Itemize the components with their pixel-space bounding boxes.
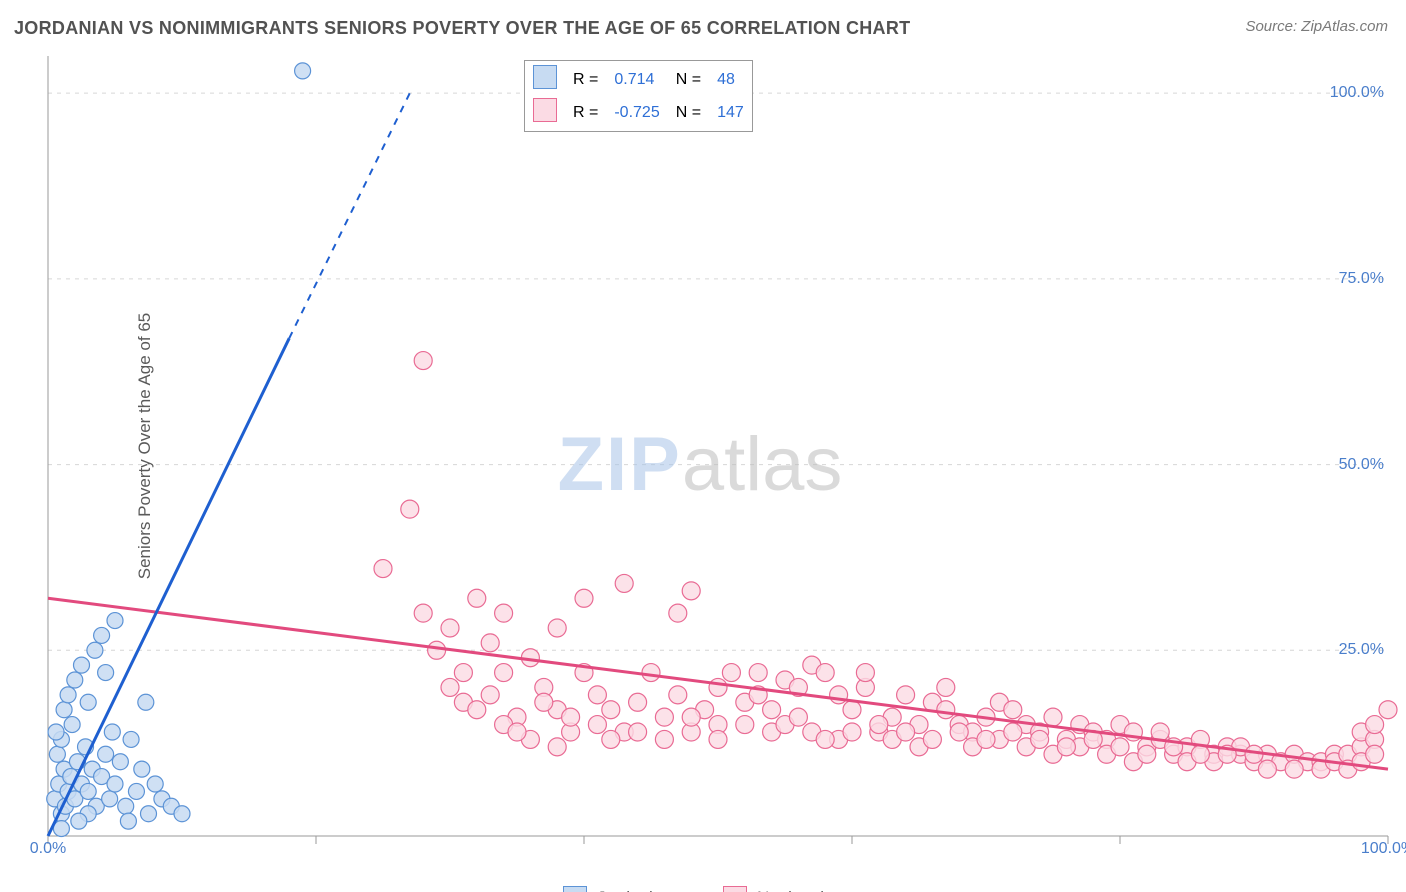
swatch-nonimmigrants <box>723 886 747 892</box>
correlation-legend: R = 0.714 N = 48 R = -0.725 N = 147 <box>524 60 753 132</box>
legend-label-nonimmigrants: Nonimmigrants <box>757 888 871 892</box>
x-tick-label: 0.0% <box>30 840 66 858</box>
corr-n-jordanians: 48 <box>709 63 752 96</box>
legend-label-jordanians: Jordanians <box>597 888 680 892</box>
swatch-jordanians <box>563 886 587 892</box>
corr-r-label: R = <box>565 63 606 96</box>
y-tick-label: 25.0% <box>1339 641 1384 659</box>
y-tick-label: 100.0% <box>1330 84 1384 102</box>
x-tick-label: 100.0% <box>1361 840 1406 858</box>
swatch-nonimmigrants <box>533 98 557 122</box>
corr-r-nonimmigrants: -0.725 <box>606 96 667 129</box>
y-tick-label: 50.0% <box>1339 456 1384 474</box>
corr-r-jordanians: 0.714 <box>606 63 667 96</box>
legend-item-jordanians: Jordanians <box>563 886 680 892</box>
corr-n-label: N = <box>668 96 709 129</box>
corr-row-jordanians: R = 0.714 N = 48 <box>525 63 752 96</box>
y-tick-label: 75.0% <box>1339 270 1384 288</box>
corr-n-label: N = <box>668 63 709 96</box>
corr-r-label: R = <box>565 96 606 129</box>
swatch-jordanians <box>533 65 557 89</box>
legend-item-nonimmigrants: Nonimmigrants <box>723 886 871 892</box>
corr-n-nonimmigrants: 147 <box>709 96 752 129</box>
corr-row-nonimmigrants: R = -0.725 N = 147 <box>525 96 752 129</box>
svg-text:ZIPatlas: ZIPatlas <box>558 422 843 507</box>
